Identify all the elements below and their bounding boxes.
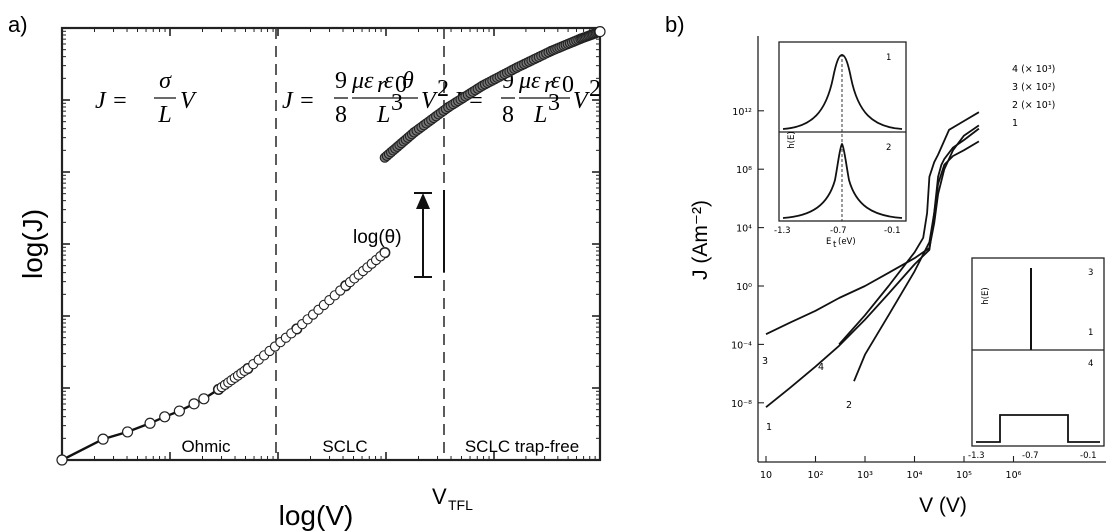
b-y-tick-label: 10⁸ <box>736 165 752 176</box>
region-label-sclc: SCLC <box>322 437 367 456</box>
panel-a-curves <box>61 30 601 462</box>
region-label-ohmic: Ohmic <box>181 437 231 456</box>
svg-text:με: με <box>518 68 541 94</box>
b-x-tick-label: 10 <box>760 470 772 481</box>
svg-text:J =: J = <box>95 88 128 114</box>
svg-text:1: 1 <box>1088 328 1093 338</box>
a-data-point <box>121 426 134 438</box>
svg-text:σ: σ <box>159 68 172 94</box>
a-data-point <box>144 417 156 429</box>
inset-bottom: h(E) 3 1 4 -1.3 -0.7 -0.1 <box>968 257 1105 461</box>
svg-text:E: E <box>826 237 831 247</box>
panel-a-ticks <box>61 27 601 461</box>
a-data-point <box>173 405 185 417</box>
svg-text:h(E): h(E) <box>981 287 991 304</box>
a-data-point <box>56 454 68 466</box>
curve-top-label-1: 1 <box>1012 118 1018 129</box>
panel-b-ticks: 10 10² 10³ 10⁴ 10⁵ 10⁶ 10⁻⁸ 10⁻⁴ 10⁰ 10⁴ 10⁸ 10¹² <box>731 107 1022 481</box>
b-x-tick-label: 10³ <box>857 470 873 481</box>
curve-top-label-4: 4 (× 10³) <box>1012 64 1055 75</box>
svg-text:-0.7: -0.7 <box>830 226 847 236</box>
svg-text:-1.3: -1.3 <box>774 226 791 236</box>
svg-text:V: V <box>180 88 197 114</box>
curve-end-label-2: 2 <box>846 400 852 411</box>
b-x-tick-label: 10⁴ <box>907 470 923 481</box>
panel-b-curves <box>765 111 980 408</box>
svg-text:1: 1 <box>886 53 891 63</box>
svg-text:0: 0 <box>562 72 574 98</box>
a-data-point <box>379 247 390 258</box>
b-curve-1 <box>765 140 980 408</box>
svg-text:V: V <box>573 88 590 114</box>
svg-text:3: 3 <box>1088 268 1093 278</box>
a-data-point <box>594 26 606 38</box>
svg-text:ε: ε <box>384 68 394 94</box>
svg-text:0: 0 <box>395 72 407 98</box>
panel-a-letter: a) <box>8 12 28 37</box>
svg-text:t: t <box>833 240 837 250</box>
theta-arrow-head <box>416 193 430 209</box>
svg-text:θ: θ <box>402 68 414 94</box>
panel-b-y-axis-title: J (Am⁻²) <box>689 200 712 280</box>
region-label-trapfree: SCLC trap-free <box>465 437 579 456</box>
svg-text:-0.1: -0.1 <box>884 226 901 236</box>
svg-text:J =: J = <box>282 88 315 114</box>
svg-text:-0.1: -0.1 <box>1080 451 1097 461</box>
svg-text:2: 2 <box>437 76 449 102</box>
svg-text:L: L <box>376 102 390 128</box>
svg-text:με: με <box>351 68 374 94</box>
ohmic-formula: J = σ L V <box>95 68 197 128</box>
b-x-tick-label: 10⁶ <box>1006 470 1022 481</box>
svg-text:9: 9 <box>335 68 347 94</box>
a-data-point <box>97 433 109 445</box>
svg-text:(eV): (eV) <box>838 237 856 247</box>
theta-label: log(θ) <box>353 227 402 248</box>
svg-text:V: V <box>421 88 438 114</box>
panel-b-x-axis-title: V (V) <box>919 494 967 517</box>
a-data-point <box>159 411 171 423</box>
b-curve-4 <box>838 111 980 345</box>
vtfl-subscript: TFL <box>448 497 473 513</box>
svg-text:2: 2 <box>589 76 601 102</box>
b-x-tick-label: 10⁵ <box>956 470 972 481</box>
svg-text:-1.3: -1.3 <box>968 451 985 461</box>
svg-text:ε: ε <box>551 68 561 94</box>
svg-text:2: 2 <box>886 143 891 153</box>
panel-a-points <box>56 26 606 466</box>
sclc-formula: J = 9 8 με r ε 0 θ L 3 V 2 <box>282 68 449 128</box>
curve-end-label-1: 1 <box>766 422 772 433</box>
trapfree-formula: J = 9 8 με r ε 0 L 3 V 2 <box>451 68 601 128</box>
panel-a-x-axis-title: log(V) <box>279 500 354 531</box>
svg-text:8: 8 <box>335 102 347 128</box>
svg-text:r: r <box>544 72 554 98</box>
curve-end-label-3: 3 <box>762 356 768 367</box>
b-y-tick-label: 10¹² <box>732 107 752 118</box>
a-series-line-0 <box>61 251 386 462</box>
svg-text:-0.7: -0.7 <box>1022 451 1039 461</box>
a-data-point <box>198 393 210 405</box>
b-x-tick-label: 10² <box>808 470 824 481</box>
svg-text:L: L <box>157 102 171 128</box>
svg-text:4: 4 <box>1088 359 1093 369</box>
svg-text:8: 8 <box>502 102 514 128</box>
curve-end-label-4: 4 <box>818 362 824 373</box>
svg-text:3: 3 <box>391 90 403 116</box>
b-y-tick-label: 10⁰ <box>736 282 752 293</box>
b-curve-3 <box>765 124 980 336</box>
b-y-tick-label: 10⁻⁸ <box>731 399 752 410</box>
panel-b-letter: b) <box>665 12 685 37</box>
a-data-point <box>188 398 200 410</box>
b-y-tick-label: 10⁻⁴ <box>731 340 752 351</box>
curve-top-label-3: 3 (× 10²) <box>1012 82 1055 93</box>
b-y-tick-label: 10⁴ <box>736 224 752 235</box>
curve-top-label-2: 2 (× 10¹) <box>1012 100 1055 111</box>
svg-text:r: r <box>377 72 387 98</box>
svg-text:3: 3 <box>548 90 560 116</box>
svg-text:h(E): h(E) <box>787 131 797 148</box>
inset-top: h(E) 1 2 -1.3 -0.7 -0.1 E t (eV) <box>774 41 907 250</box>
panel-a-y-axis-title: log(J) <box>17 209 48 279</box>
svg-text:L: L <box>533 102 547 128</box>
vtfl-label: V <box>432 484 447 509</box>
